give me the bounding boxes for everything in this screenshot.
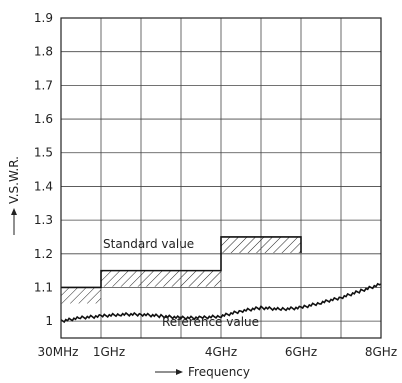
y-axis-title-group: V.S.W.R. — [7, 156, 21, 235]
y-tick-label: 1.3 — [34, 213, 53, 227]
x-tick-label: 8GHz — [365, 345, 397, 359]
y-tick-label: 1.5 — [34, 146, 53, 160]
limit-hatches — [61, 236, 301, 304]
y-tick-label: 1.7 — [34, 78, 53, 92]
y-tick-labels: 1 1.1 1.2 1.3 1.4 1.5 1.6 1.7 1.8 1.9 — [34, 11, 53, 328]
reference-series — [60, 282, 382, 324]
y-tick-label: 1.1 — [34, 280, 53, 294]
x-tick-label: 4GHz — [205, 345, 237, 359]
limit-hatch-1 — [61, 287, 101, 304]
x-axis-arrow-head — [176, 369, 183, 375]
x-tick-label: 30MHz — [38, 345, 79, 359]
limit-hatch-3 — [221, 236, 301, 253]
y-tick-label: 1 — [45, 314, 53, 328]
y-axis-title: V.S.W.R. — [7, 156, 21, 204]
grid-lines — [61, 17, 381, 338]
x-tick-labels: 30MHz 1GHz 4GHz 6GHz 8GHz — [38, 345, 398, 359]
y-tick-label: 1.2 — [34, 247, 53, 261]
x-axis-title: Frequency — [188, 365, 250, 379]
standard-value-line — [61, 236, 302, 289]
y-tick-label: 1.6 — [34, 112, 53, 126]
annotation-standard-value: Standard value — [103, 237, 194, 251]
standard-limit-line — [61, 236, 302, 289]
y-tick-label: 1.8 — [34, 45, 53, 59]
x-axis-title-group: Frequency — [155, 365, 250, 379]
x-tick-label: 1GHz — [93, 345, 125, 359]
x-tick-label: 6GHz — [285, 345, 317, 359]
y-tick-label: 1.4 — [34, 179, 53, 193]
y-axis-arrow-head — [11, 208, 17, 215]
plot-frame — [60, 17, 382, 339]
annotation-reference-value: Reference value — [162, 315, 259, 329]
y-tick-label: 1.9 — [34, 11, 53, 25]
reference-value-line — [60, 282, 382, 324]
limit-hatch-2 — [101, 270, 221, 287]
